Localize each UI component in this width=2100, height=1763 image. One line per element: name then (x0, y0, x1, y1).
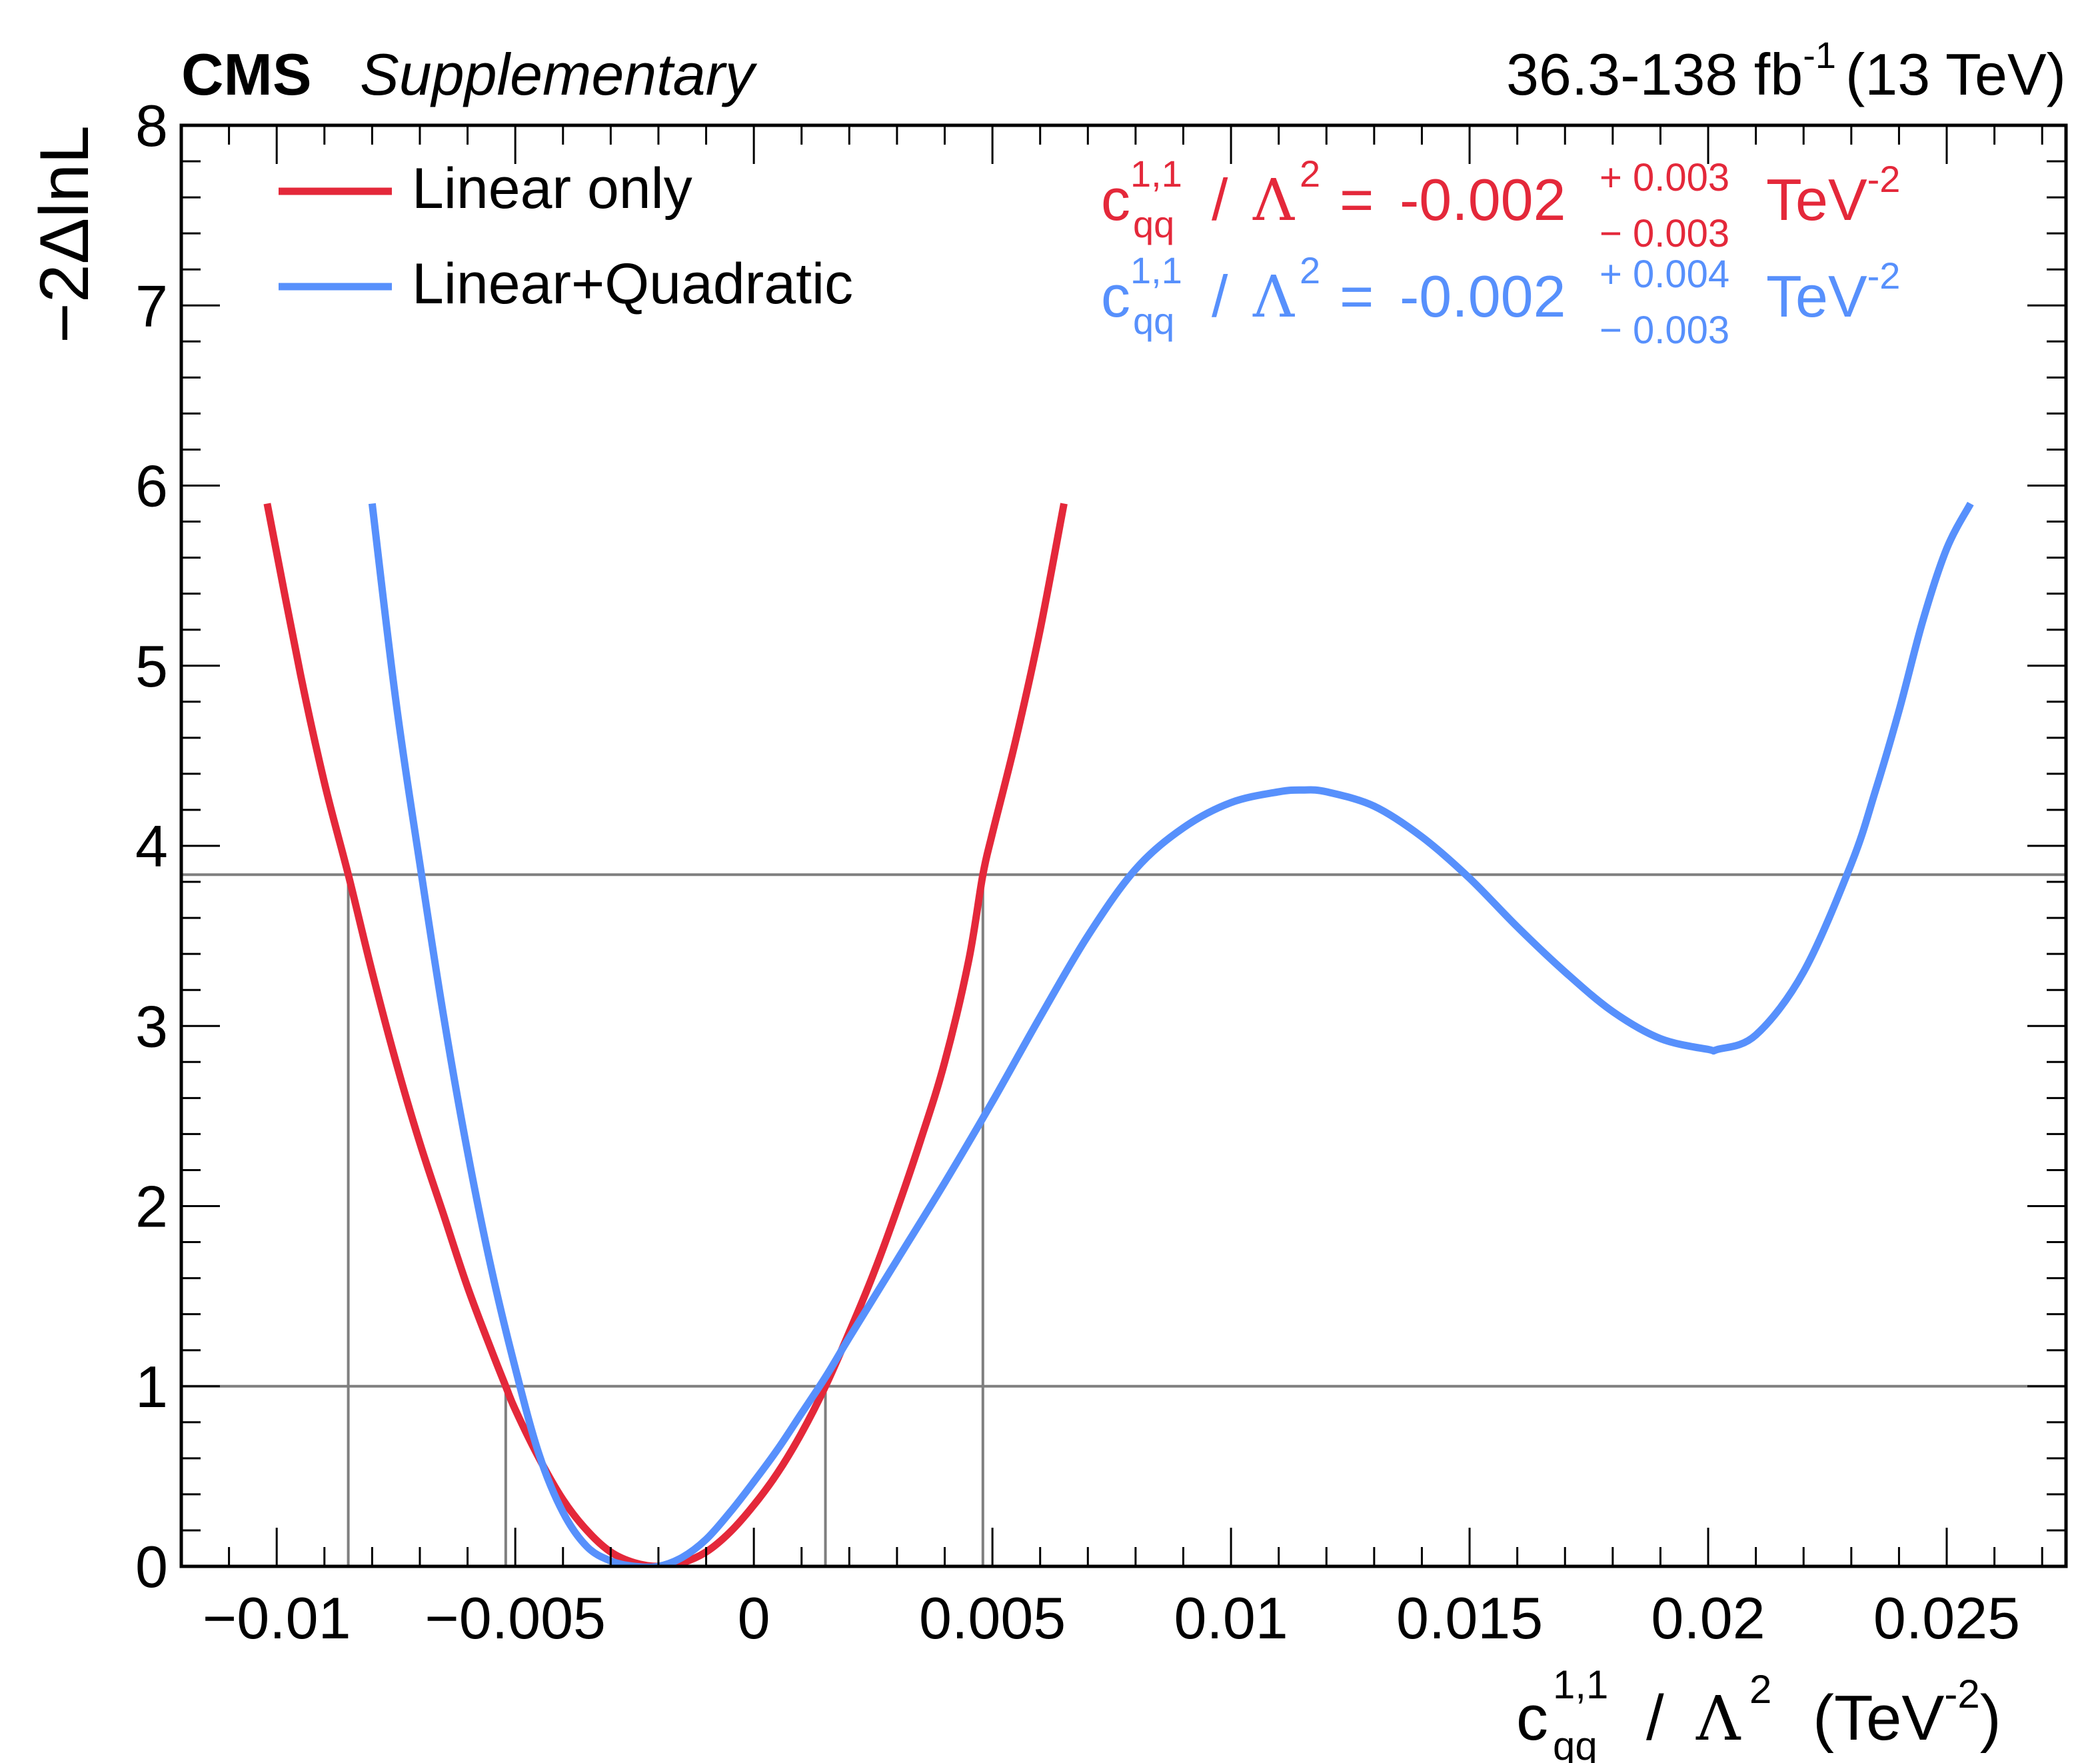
x-title-lambda: Λ (1695, 1683, 1741, 1754)
result-linear-err-up: + 0.003 (1599, 156, 1729, 199)
result-quad-equals: = (1340, 263, 1374, 329)
energy-label: (13 TeV) (1845, 41, 2066, 107)
y-tick-label: 1 (135, 1354, 168, 1420)
lumi-main: 36.3-138 fb (1506, 41, 1803, 107)
unit-tev: TeV (1766, 263, 1867, 329)
x-title-sub: qq (1553, 1724, 1597, 1763)
y-tick-label: 4 (135, 813, 168, 879)
result-linear-err-down: − 0.003 (1599, 212, 1729, 255)
result-linear-slash: / (1212, 167, 1228, 233)
result-quad-lambda: Λ (1252, 264, 1295, 331)
series-line-linear (263, 503, 1068, 1566)
legend-label-quadratic: Linear+Quadratic (412, 252, 853, 316)
legend: Linear only Linear+Quadratic (279, 157, 853, 316)
coef-sup: 1,1 (1130, 153, 1182, 195)
x-title-lambda-sup: 2 (1749, 1667, 1771, 1712)
lumi-exponent: -1 (1803, 34, 1836, 76)
x-title-c: c (1516, 1682, 1548, 1754)
result-linear-coefficient: c1,1 qq (1101, 153, 1182, 245)
result-linear-equals: = (1340, 167, 1374, 233)
plot-area: −0.01 −0.005 0 0.005 0.01 0.015 0.02 0.025 0 1 2 3 4… (135, 93, 2068, 1651)
cms-label: CMS (181, 41, 312, 107)
x-title-sup: 1,1 (1553, 1662, 1608, 1707)
y-tick-label: 6 (135, 453, 168, 519)
x-title-slash: / (1646, 1682, 1664, 1754)
result-quad-value: -0.002 (1400, 263, 1566, 329)
x-tick-label: 0.02 (1651, 1585, 1765, 1651)
result-quad-err-down: − 0.003 (1599, 309, 1729, 352)
x-tick-label: 0.015 (1396, 1585, 1543, 1651)
y-tick-label: 7 (135, 273, 168, 339)
result-linear-value: -0.002 (1400, 167, 1566, 233)
fit-result-linear: c1,1 qq / Λ 2 = -0.002 + 0.003 − 0.003 Te… (1101, 153, 1900, 255)
unit-tev: TeV (1766, 167, 1867, 233)
x-tick-label: 0 (738, 1585, 770, 1651)
plot-frame (179, 123, 2068, 1568)
coef-sup: 1,1 (1130, 249, 1182, 291)
unit-exp: -2 (1867, 255, 1901, 297)
coef-sub: qq (1133, 300, 1174, 342)
y-axis-title: −2ΔlnL (26, 125, 103, 343)
result-quad-err-up: + 0.004 (1599, 253, 1729, 296)
x-title-unit-open: (TeV (1813, 1682, 1944, 1754)
y-tick-label: 5 (135, 633, 168, 699)
x-tick-label: −0.01 (203, 1585, 351, 1651)
legend-label-linear: Linear only (412, 157, 692, 221)
x-tick-label: 0.005 (919, 1585, 1066, 1651)
x-tick-label: 0.025 (1873, 1585, 2020, 1651)
x-axis-title: c 1,1 qq / Λ 2 (TeV-2) (1516, 1662, 2001, 1763)
unit-exp: -2 (1867, 158, 1901, 200)
result-linear-unit: TeV-2 (1766, 158, 1900, 233)
result-linear-lambda-sup: 2 (1300, 153, 1320, 195)
y-tick-label: 8 (135, 93, 168, 159)
coef-c: c (1101, 167, 1130, 233)
result-quad-coefficient: c1,1 qq (1101, 249, 1182, 342)
x-tick-label: 0.01 (1174, 1585, 1288, 1651)
x-title-unit-sup: -2 (1944, 1672, 1979, 1716)
luminosity-label: 36.3-138 fb-1 (13 TeV) (1506, 34, 2066, 107)
coef-c: c (1101, 263, 1130, 329)
x-tick-label: −0.005 (425, 1585, 606, 1651)
y-tick-label: 3 (135, 993, 168, 1059)
result-quad-slash: / (1212, 263, 1228, 329)
y-tick-label: 2 (135, 1174, 168, 1240)
fit-result-quadratic: c1,1 qq / Λ 2 = -0.002 + 0.004 − 0.003 Te… (1101, 249, 1900, 352)
x-title-unit: (TeV-2) (1813, 1672, 2001, 1754)
result-linear-lambda: Λ (1252, 167, 1295, 234)
y-tick-label: 0 (135, 1534, 168, 1600)
x-title-unit-close: ) (1980, 1682, 2001, 1754)
series-line-quadratic (368, 501, 1974, 1566)
result-quad-lambda-sup: 2 (1300, 249, 1320, 291)
supplementary-label: Supplementary (360, 41, 758, 107)
coef-sub: qq (1133, 203, 1174, 245)
result-quad-unit: TeV-2 (1766, 255, 1900, 329)
